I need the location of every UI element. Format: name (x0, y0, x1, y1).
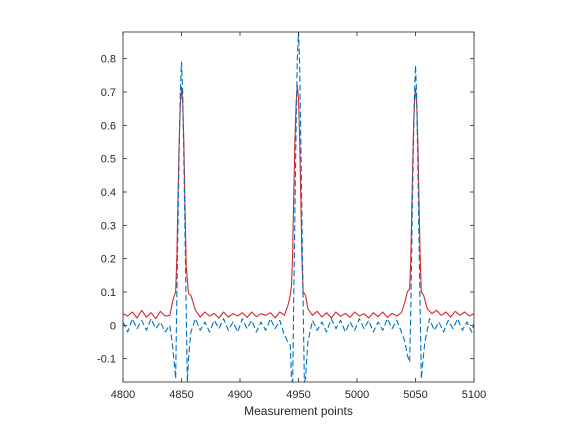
y-tick-label: 0 (110, 320, 116, 332)
series-line-dashed (123, 32, 474, 382)
x-tick-label: 4850 (169, 389, 193, 401)
x-tick-label: 5000 (345, 389, 369, 401)
x-tick-label: 4800 (111, 389, 135, 401)
x-tick-label: 5100 (462, 389, 486, 401)
y-tick-label: 0.5 (101, 154, 116, 166)
y-tick-label: -0.1 (97, 354, 116, 366)
y-tick-label: 0.7 (101, 87, 116, 99)
y-tick-label: 0.6 (101, 120, 116, 132)
y-tick-label: 0.4 (101, 187, 116, 199)
x-axis-label: Measurement points (244, 404, 353, 418)
x-tick-label: 4900 (228, 389, 252, 401)
y-tick-label: 0.2 (101, 254, 116, 266)
x-tick-label: 4950 (286, 389, 310, 401)
y-tick-label: 0.1 (101, 287, 116, 299)
y-tick-label: 0.3 (101, 220, 116, 232)
x-tick-label: 5050 (403, 389, 427, 401)
y-tick-label: 0.8 (101, 54, 116, 66)
tick-layer: 4800 4850 4900 4950 5000 5050 5100 -0.1 0 0.1 0.2 0… (97, 32, 486, 401)
series-line-solid (123, 84, 474, 320)
plot-area (123, 32, 474, 382)
series-layer (123, 32, 474, 382)
